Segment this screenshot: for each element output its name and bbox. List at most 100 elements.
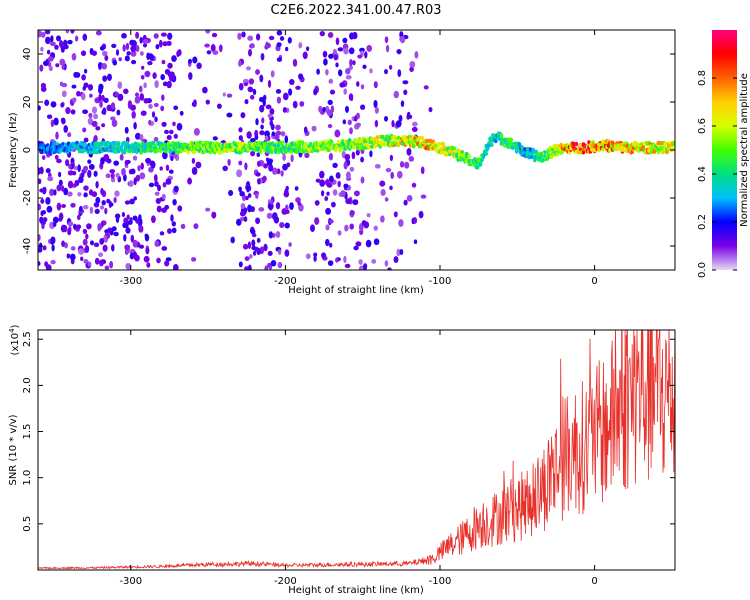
spectrogram-cell bbox=[336, 139, 341, 145]
spectrogram-cell bbox=[327, 99, 333, 106]
spectrogram-cell bbox=[39, 166, 44, 175]
spectrogram-cell bbox=[81, 74, 86, 81]
spectrogram-cell bbox=[276, 30, 283, 36]
spectrogram-cell bbox=[74, 179, 80, 187]
spectrogram-cell bbox=[297, 140, 302, 145]
spectrogram-cell bbox=[338, 69, 343, 77]
spectrogram-cell bbox=[152, 72, 157, 80]
spectrogram-cell bbox=[385, 44, 390, 53]
spectrogram-cell bbox=[345, 67, 351, 75]
spectrogram-cell bbox=[111, 119, 118, 127]
snr-y-scale: (x104) bbox=[8, 324, 21, 355]
spectrogram-cell bbox=[161, 59, 166, 65]
spectrogram-cell bbox=[388, 64, 393, 70]
spectrogram-cell bbox=[277, 262, 282, 268]
spectrogram-cell bbox=[138, 85, 143, 93]
spectrogram-cell bbox=[321, 252, 327, 259]
spectrogram-cell bbox=[289, 149, 294, 154]
spectrogram-cell bbox=[268, 35, 275, 41]
spectrogram-cell bbox=[153, 174, 158, 183]
spectrogram-cell bbox=[332, 162, 338, 169]
spectrogram-cell bbox=[249, 254, 253, 259]
spectrogram-cell bbox=[417, 135, 422, 141]
spectrogram-cell bbox=[238, 160, 243, 166]
spectrogram-cell bbox=[172, 198, 177, 206]
spectrogram-cell bbox=[236, 169, 243, 178]
spectrogram-cell bbox=[475, 165, 480, 170]
spectrogram-cell bbox=[158, 39, 163, 48]
spectrogram-cell bbox=[390, 171, 395, 179]
spectrogram-cell bbox=[246, 184, 250, 193]
spectrogram-cell bbox=[106, 104, 112, 112]
spectrogram-cell bbox=[353, 190, 360, 197]
spectrogram-cell bbox=[205, 99, 211, 105]
spectrogram-cell bbox=[256, 237, 261, 243]
spectrogram-cell bbox=[100, 188, 104, 195]
spectrogram-cell bbox=[391, 120, 395, 128]
spectrogram-cell bbox=[393, 90, 400, 99]
spectrogram-cell bbox=[319, 179, 326, 187]
spectrogram-cell bbox=[355, 241, 362, 247]
spectrogram-cell bbox=[88, 163, 95, 170]
spectrogram-cell bbox=[115, 172, 120, 178]
spectrogram-cell bbox=[208, 141, 213, 146]
spectrogram-cell bbox=[216, 103, 222, 109]
spectrogram-cell bbox=[298, 42, 303, 49]
spectrogram-cell bbox=[101, 63, 108, 70]
spectrogram-cell bbox=[615, 146, 619, 152]
spectrogram-cell bbox=[340, 190, 346, 198]
spectrogram-cell bbox=[406, 148, 412, 156]
spectrogram-cell bbox=[110, 102, 116, 110]
spectrogram-cell bbox=[146, 262, 151, 268]
spectrogram-cells bbox=[38, 30, 675, 270]
spectrogram-cell bbox=[172, 264, 179, 270]
spectrogram-cell bbox=[166, 80, 172, 89]
spectrogram-cell bbox=[165, 257, 172, 262]
spectrogram-cell bbox=[191, 157, 196, 164]
spectrogram-cell bbox=[398, 114, 403, 122]
spectrogram-cell bbox=[52, 140, 57, 145]
spectrogram-cell bbox=[345, 198, 352, 205]
spectrogram-cell bbox=[162, 151, 168, 160]
spectrogram-cell bbox=[418, 210, 424, 219]
spectrogram-cell bbox=[262, 94, 267, 101]
spectrogram-cell bbox=[63, 187, 69, 196]
spectrogram-cell bbox=[218, 44, 223, 53]
spectrogram-cell bbox=[230, 236, 235, 244]
spectrogram-cell bbox=[247, 264, 252, 270]
spectrogram-cell bbox=[205, 207, 211, 212]
spectrogram-cell bbox=[125, 42, 130, 51]
spectrogram-cell bbox=[165, 178, 172, 185]
spectrogram-cell bbox=[319, 30, 325, 37]
spectrogram-cell bbox=[327, 260, 334, 267]
y-tick-label: 40 bbox=[22, 48, 33, 61]
spectrogram-cell bbox=[328, 152, 334, 161]
spectrogram-cell bbox=[402, 80, 409, 85]
spectrogram-cell bbox=[523, 147, 527, 152]
spectrogram-cell bbox=[204, 43, 210, 48]
spectrogram-cell bbox=[118, 57, 122, 62]
spectrogram-cell bbox=[374, 119, 379, 128]
spectrogram-cell bbox=[259, 130, 265, 136]
spectrogram-cell bbox=[130, 45, 137, 52]
spectrogram-cell bbox=[205, 30, 211, 34]
spectrogram-cell bbox=[269, 108, 275, 116]
spectrogram-cell bbox=[125, 262, 132, 270]
spectrogram-cell bbox=[335, 37, 340, 46]
spectrogram-cell bbox=[166, 228, 173, 234]
spectrogram-cell bbox=[413, 239, 418, 244]
spectrogram-cell bbox=[360, 176, 365, 184]
spectrogram-cell bbox=[228, 189, 234, 197]
spectrogram-cell bbox=[78, 176, 84, 184]
spectrogram-cell bbox=[193, 223, 199, 230]
spectrogram-cell bbox=[88, 189, 94, 196]
y-tick-label: 1.0 bbox=[22, 470, 33, 486]
spectrogram-cell bbox=[320, 190, 325, 197]
spectrogram-cell bbox=[425, 138, 430, 144]
spectrogram-cell bbox=[319, 170, 325, 179]
spectrogram-cell bbox=[313, 255, 317, 262]
spectrogram-cell bbox=[478, 162, 483, 167]
spectrogram-cell bbox=[88, 112, 93, 118]
spectrogram-cell bbox=[238, 82, 244, 91]
spectrogram-cell bbox=[281, 140, 285, 146]
